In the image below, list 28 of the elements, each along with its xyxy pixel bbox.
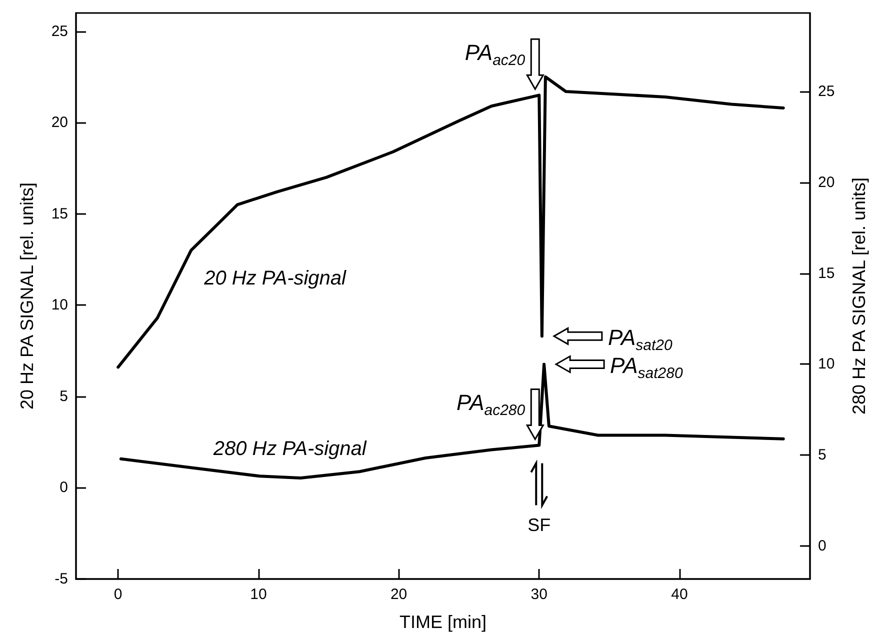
annotation: PA$_{ac280}$ bbox=[456, 390, 526, 420]
y-tick-label: 20 bbox=[51, 114, 68, 132]
y2-tick-label: 20 bbox=[818, 174, 835, 191]
y-tick-label: 0 bbox=[60, 479, 68, 496]
y2-tick-label: 10 bbox=[818, 356, 835, 373]
x-tick-label: 0 bbox=[114, 586, 122, 603]
x-tick-label: 10 bbox=[250, 586, 267, 603]
x-tick-label: 30 bbox=[530, 586, 548, 603]
y-axis-title: 20 Hz PA SIGNAL [rel. units] bbox=[17, 182, 37, 410]
y-tick-label: 5 bbox=[60, 388, 68, 405]
annotation: PA$_{ac20}$ bbox=[464, 40, 526, 70]
y2-tick-label: 15 bbox=[818, 264, 835, 282]
y-tick-label: 10 bbox=[51, 296, 68, 314]
y2-tick-label: 25 bbox=[818, 82, 835, 100]
annotation: PA$_{sat280}$ bbox=[610, 353, 683, 382]
annotation: SF bbox=[528, 515, 551, 536]
y2-tick-label: 0 bbox=[818, 538, 826, 555]
y2-tick-label: 5 bbox=[818, 446, 826, 464]
y-tick-label: 25 bbox=[51, 22, 68, 40]
y2-axis-title: 280 Hz PA SIGNAL [rel. units] bbox=[849, 177, 869, 415]
y-tick-label: -5 bbox=[54, 570, 68, 588]
x-axis-title: TIME [min] bbox=[399, 612, 487, 632]
y-tick-label: 15 bbox=[51, 205, 68, 222]
series-label: 20 Hz PA-signal bbox=[203, 267, 347, 290]
annotation: PA$_{sat20}$ bbox=[608, 324, 672, 354]
x-tick-label: 40 bbox=[671, 586, 688, 603]
x-tick-label: 20 bbox=[390, 586, 408, 603]
series-label: 280 Hz PA-signal bbox=[212, 438, 367, 460]
